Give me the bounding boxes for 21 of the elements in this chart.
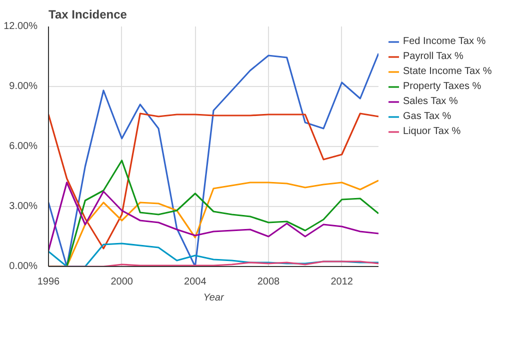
legend-label: Gas Tax % (403, 111, 452, 122)
legend-label: Property Taxes % (403, 81, 482, 92)
legend-label: Fed Income Tax % (403, 36, 486, 47)
line-series (48, 112, 378, 250)
y-tick-label: 6.00% (9, 141, 38, 152)
legend-label: Sales Tax % (403, 96, 458, 107)
x-tick-label: 1996 (37, 276, 60, 288)
legend-label: State Income Tax % (403, 66, 492, 77)
x-tick-label: 2012 (330, 276, 354, 288)
x-tick-label: 2008 (257, 276, 280, 288)
x-axis-title: Year (203, 292, 224, 304)
x-tick-label: 2004 (184, 276, 207, 288)
legend-label: Liquor Tax % (403, 126, 461, 137)
y-tick-label: 3.00% (9, 201, 38, 212)
y-tick-label: 9.00% (9, 81, 38, 92)
y-tick-label: 0.00% (9, 261, 38, 272)
chart-title: Tax Incidence (48, 8, 128, 22)
legend-label: Payroll Tax % (403, 51, 464, 62)
y-tick-label: 12.00% (4, 21, 38, 32)
x-tick-label: 2000 (110, 276, 134, 288)
line-series (48, 182, 378, 252)
